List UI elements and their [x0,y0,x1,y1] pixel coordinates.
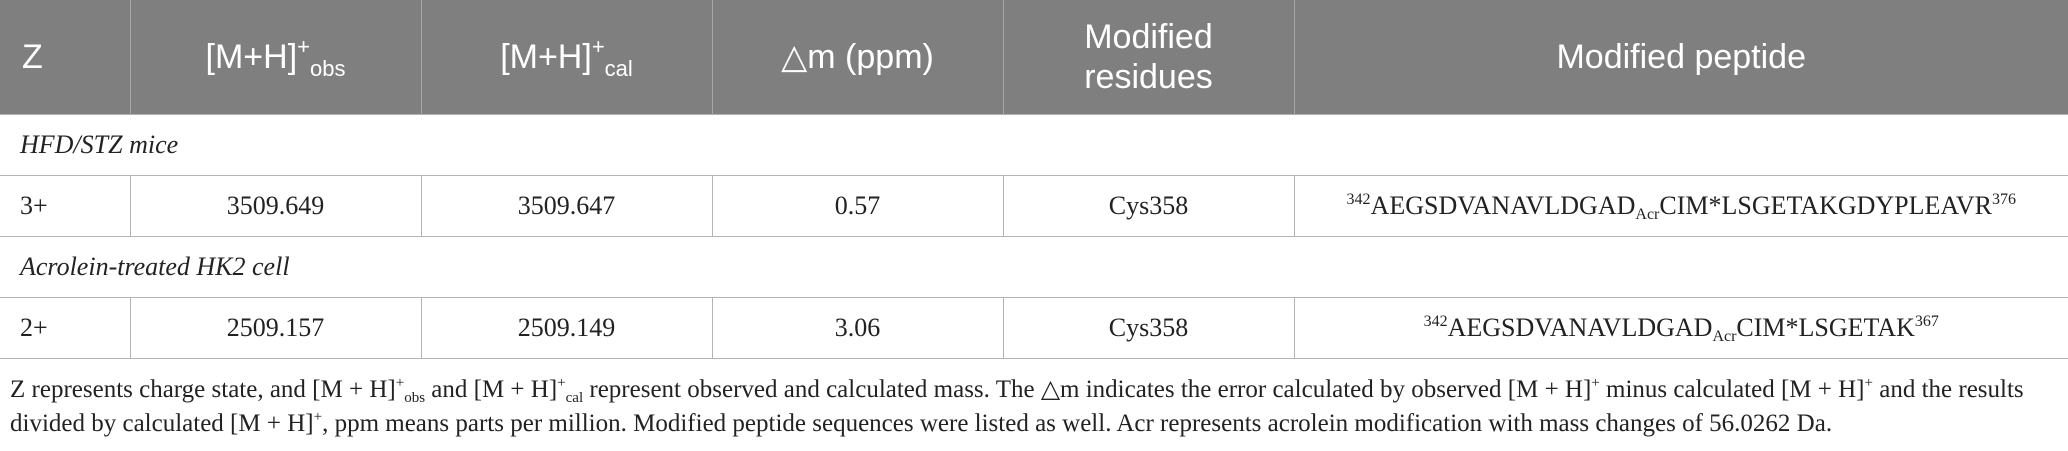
section-label-hk2-cell: Acrolein-treated HK2 cell [0,235,2068,298]
cell-mh-obs: 3509.649 [129,174,422,237]
cell-mh-cal: 2509.149 [420,296,713,359]
table-footnote: Z represents charge state, and [M + H]+o… [10,375,2024,438]
table-row: 2+ 2509.157 2509.149 3.06 Cys358 342AEGS… [0,296,2068,359]
header-modified-peptide: Modified peptide [1294,0,2068,114]
table-header-row: Z [M+H]+obs [M+H]+cal △m (ppm) Modified r… [0,0,2068,114]
cell-z: 2+ [0,296,131,359]
table-row: 3+ 3509.649 3509.647 0.57 Cys358 342AEGS… [0,174,2068,237]
cell-residue: Cys358 [1002,296,1295,359]
cell-peptide: 342AEGSDVANAVLDGADAcrCIM*LSGETAKGDYPLEAV… [1293,174,2068,237]
cell-delta-m: 3.06 [711,296,1004,359]
header-z: Z [0,0,131,114]
section-row: Acrolein-treated HK2 cell [0,235,2068,298]
cell-mh-obs: 2509.157 [129,296,422,359]
header-mh-obs: [M+H]+obs [130,0,422,114]
cell-delta-m: 0.57 [711,174,1004,237]
cell-residue: Cys358 [1002,174,1295,237]
cell-z: 3+ [0,174,131,237]
results-table: Z [M+H]+obs [M+H]+cal △m (ppm) Modified r… [0,0,2068,359]
section-label-hfd-stz: HFD/STZ mice [0,113,2068,176]
section-row: HFD/STZ mice [0,113,2068,176]
header-mh-cal: [M+H]+cal [421,0,713,114]
header-delta-m: △m (ppm) [712,0,1004,114]
cell-mh-cal: 3509.647 [420,174,713,237]
header-modified-residues: Modified residues [1003,0,1295,114]
cell-peptide: 342AEGSDVANAVLDGADAcrCIM*LSGETAK367 [1293,296,2068,359]
